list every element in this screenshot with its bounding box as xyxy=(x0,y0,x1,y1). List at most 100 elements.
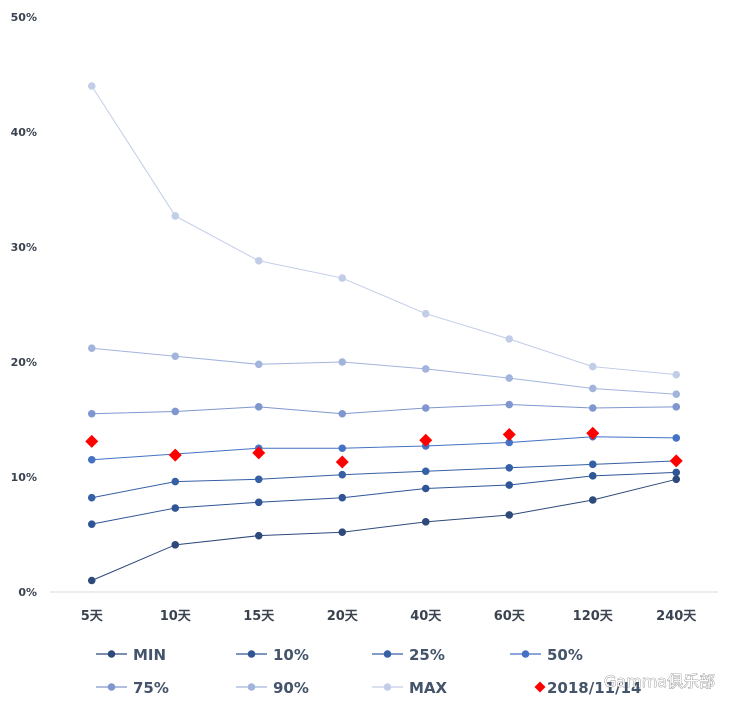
data-point-marker xyxy=(672,390,681,399)
x-tick-label: 15天 xyxy=(243,609,275,624)
data-point-marker xyxy=(338,444,347,453)
y-tick-label: 0% xyxy=(18,586,37,599)
data-point-marker xyxy=(171,352,180,361)
data-point-marker xyxy=(87,409,96,418)
series-layer xyxy=(85,82,683,585)
data-point-marker xyxy=(421,365,430,373)
data-point-marker xyxy=(588,460,597,469)
data-point-marker xyxy=(588,404,597,412)
series-line xyxy=(91,460,677,499)
legend-item: 50% xyxy=(510,646,583,664)
legend-label: 2018/11/14 xyxy=(547,679,641,697)
data-point-marker xyxy=(672,434,681,442)
data-point-marker xyxy=(669,454,683,468)
legend-marker xyxy=(534,681,546,693)
legend-item: MAX xyxy=(372,679,448,697)
legend-label: 50% xyxy=(547,646,583,664)
data-point-marker xyxy=(672,403,681,411)
series-line xyxy=(91,471,677,525)
data-point-marker xyxy=(252,446,266,460)
x-tick-label: 40天 xyxy=(410,609,442,624)
data-point-marker xyxy=(338,358,347,366)
y-tick-label: 10% xyxy=(11,471,37,484)
legend-marker xyxy=(247,650,256,658)
legend-label: MAX xyxy=(409,679,448,697)
series-5 xyxy=(87,400,681,418)
data-point-marker xyxy=(421,484,430,493)
data-point-marker xyxy=(421,467,430,476)
data-point-marker xyxy=(505,481,514,489)
data-point-marker xyxy=(588,496,597,504)
legend: MIN 10% 25% 50% 75% 90% MAX 2018/11/14 xyxy=(96,646,641,697)
legend-marker xyxy=(247,683,256,691)
data-point-marker xyxy=(338,409,347,418)
data-point-marker xyxy=(171,407,180,416)
data-point-marker xyxy=(672,475,681,484)
data-point-marker xyxy=(87,82,96,90)
data-point-marker xyxy=(87,520,96,528)
data-point-marker xyxy=(87,493,96,502)
x-tick-label: 10天 xyxy=(160,609,192,624)
legend-label: 25% xyxy=(409,646,445,664)
legend-marker xyxy=(521,650,530,658)
data-point-marker xyxy=(419,433,433,447)
data-point-marker xyxy=(421,309,430,318)
legend-marker xyxy=(107,683,116,691)
data-point-marker xyxy=(254,257,263,265)
data-point-marker xyxy=(505,464,514,472)
data-point-marker xyxy=(254,498,263,507)
y-axis-ticks: 0% 10% 20% 30% 40% 50% xyxy=(11,11,37,599)
x-tick-label: 240天 xyxy=(656,609,697,624)
series-6 xyxy=(87,344,681,399)
legend-label: 75% xyxy=(133,679,169,697)
series-7 xyxy=(87,82,681,379)
data-point-marker xyxy=(338,528,347,536)
legend-item: 75% xyxy=(96,679,169,697)
data-point-marker xyxy=(87,455,96,464)
legend-label: MIN xyxy=(133,646,166,664)
x-axis-ticks: 5天 10天 15天 20天 40天 60天 120天 240天 xyxy=(81,609,698,624)
data-point-marker xyxy=(505,400,514,409)
series-line xyxy=(91,85,677,376)
data-point-marker xyxy=(335,455,349,469)
x-tick-label: 60天 xyxy=(494,609,526,624)
legend-marker xyxy=(383,683,392,691)
data-point-marker xyxy=(502,427,516,441)
series-line xyxy=(91,404,677,415)
data-point-marker xyxy=(672,370,681,379)
data-point-marker xyxy=(505,511,514,519)
data-point-marker xyxy=(505,335,514,343)
legend-label: 90% xyxy=(273,679,309,697)
data-point-marker xyxy=(254,360,263,369)
watermark-text: Gamma俱乐部 xyxy=(604,672,715,691)
data-point-marker xyxy=(338,470,347,479)
data-point-marker xyxy=(171,477,180,486)
series-1 xyxy=(87,475,681,585)
data-point-marker xyxy=(171,212,180,220)
legend-item: MIN xyxy=(96,646,166,664)
data-point-marker xyxy=(338,493,347,502)
x-tick-label: 120天 xyxy=(573,609,614,624)
data-point-marker xyxy=(672,468,681,477)
x-tick-label: 20天 xyxy=(327,609,359,624)
y-tick-label: 30% xyxy=(11,241,37,254)
data-point-marker xyxy=(87,344,96,353)
y-tick-label: 40% xyxy=(11,126,37,139)
data-point-marker xyxy=(168,448,182,462)
series-8 xyxy=(85,426,683,469)
data-point-marker xyxy=(171,541,180,549)
series-line xyxy=(91,436,677,461)
legend-item: 2018/11/14 xyxy=(534,679,641,697)
data-point-marker xyxy=(588,384,597,393)
data-point-marker xyxy=(505,438,514,447)
series-2 xyxy=(87,468,681,528)
data-point-marker xyxy=(421,518,430,526)
data-point-marker xyxy=(588,472,597,480)
legend-marker xyxy=(383,650,392,658)
data-point-marker xyxy=(254,531,263,540)
data-point-marker xyxy=(588,362,597,371)
x-tick-label: 5天 xyxy=(81,609,104,624)
data-point-marker xyxy=(421,404,430,412)
data-point-marker xyxy=(87,576,96,585)
